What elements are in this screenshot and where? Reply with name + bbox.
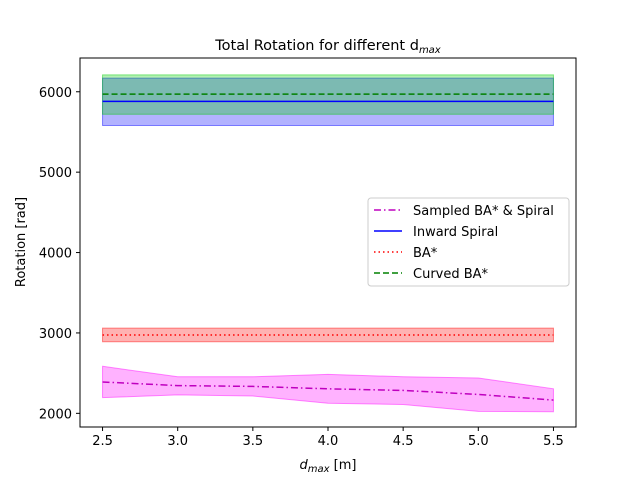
x-axis: 2.5 3.0 3.5 4.0 4.5 5.0 5.5	[92, 427, 564, 449]
legend-label-inward-spiral: Inward Spiral	[413, 225, 498, 240]
line-sampled-ba-spiral	[102, 381, 554, 401]
x-tick-label: 5.0	[468, 434, 489, 449]
x-axis-title: dmax [m]	[299, 458, 356, 475]
y-tick-label: 6000	[39, 86, 72, 101]
legend-label-curved-ba: Curved BA*	[413, 267, 489, 282]
x-tick-label: 3.0	[167, 434, 188, 449]
y-tick-label: 5000	[39, 166, 72, 181]
y-tick-label: 3000	[39, 327, 72, 342]
y-axis: 2000 3000 4000 5000 6000	[39, 86, 80, 422]
y-axis-title: Rotation [rad]	[14, 197, 29, 287]
chart-title-subscript: max	[419, 45, 441, 56]
x-tick-label: 3.5	[243, 434, 264, 449]
legend-box	[367, 197, 570, 287]
band-sampled-ba-spiral	[102, 365, 554, 413]
legend-label-sampled-ba-spiral: Sampled BA* & Spiral	[413, 204, 554, 219]
y-tick-label: 2000	[39, 407, 72, 422]
legend: Sampled BA* & Spiral Inward Spiral BA* Curv…	[367, 197, 570, 287]
x-axis-title-subscript: max	[308, 464, 330, 475]
x-axis-title-unit: [m]	[330, 458, 357, 473]
x-tick-label: 2.5	[92, 434, 113, 449]
x-tick-label: 4.5	[393, 434, 414, 449]
x-tick-label: 4.0	[318, 434, 339, 449]
x-tick-label: 5.5	[543, 434, 564, 449]
chart-title: Total Rotation for different dmax	[214, 38, 441, 56]
legend-label-ba: BA*	[413, 246, 438, 261]
y-tick-label: 4000	[39, 247, 72, 262]
series-lines	[102, 93, 554, 401]
